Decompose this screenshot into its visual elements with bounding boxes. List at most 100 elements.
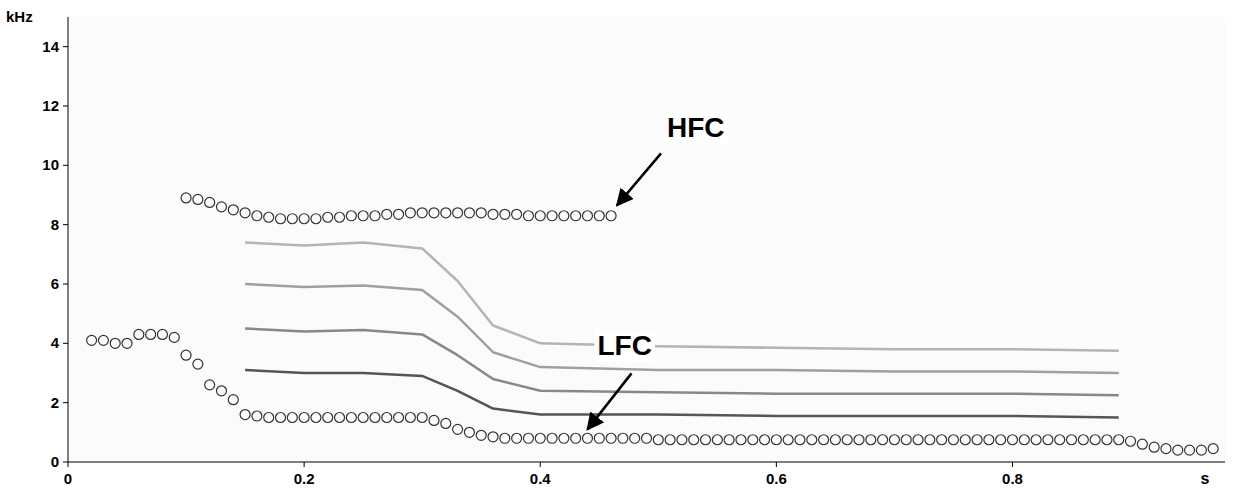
contour-point bbox=[252, 211, 262, 221]
contour-point bbox=[1055, 435, 1065, 445]
contour-point bbox=[122, 338, 132, 348]
contour-point bbox=[913, 435, 923, 445]
contour-point bbox=[464, 427, 474, 437]
contour-point bbox=[323, 212, 333, 222]
contour-point bbox=[228, 395, 238, 405]
contour-point bbox=[559, 211, 569, 221]
contour-point bbox=[642, 433, 652, 443]
contour-point bbox=[157, 329, 167, 339]
x-tick bbox=[304, 462, 305, 467]
contour-point bbox=[311, 413, 321, 423]
contour-point bbox=[854, 435, 864, 445]
contour-point bbox=[760, 435, 770, 445]
contour-point bbox=[287, 413, 297, 423]
contour-point bbox=[216, 202, 226, 212]
y-tick bbox=[63, 284, 68, 285]
contour-point bbox=[925, 435, 935, 445]
contour-point bbox=[1161, 444, 1171, 454]
contour-point bbox=[736, 435, 746, 445]
contour-point bbox=[878, 435, 888, 445]
contour-point bbox=[299, 214, 309, 224]
contour-point bbox=[488, 432, 498, 442]
contour-point bbox=[630, 433, 640, 443]
contour-point bbox=[1126, 436, 1136, 446]
contour-point bbox=[1208, 444, 1218, 454]
x-tick-label: 0 bbox=[64, 470, 72, 487]
contour-point bbox=[358, 211, 368, 221]
chart: 0246810121400.20.40.60.8kHzsHFCLFC bbox=[0, 0, 1239, 495]
contour-point bbox=[1102, 435, 1112, 445]
x-tick-label: 0.2 bbox=[294, 470, 315, 487]
contour-point bbox=[559, 433, 569, 443]
y-axis-title: kHz bbox=[6, 8, 33, 25]
contour-point bbox=[453, 208, 463, 218]
contour-point bbox=[358, 413, 368, 423]
contour-point bbox=[830, 435, 840, 445]
contour-point bbox=[937, 435, 947, 445]
contour-point bbox=[606, 433, 616, 443]
contour-point bbox=[889, 435, 899, 445]
contour-point bbox=[523, 433, 533, 443]
contour-point bbox=[441, 418, 451, 428]
data-layer bbox=[87, 193, 1219, 455]
contour-point bbox=[181, 193, 191, 203]
contour-point bbox=[335, 413, 345, 423]
harmonic-line bbox=[245, 284, 1119, 373]
contour-point bbox=[783, 435, 793, 445]
x-tick bbox=[68, 462, 69, 467]
contour-point bbox=[1078, 435, 1088, 445]
y-tick bbox=[63, 402, 68, 403]
harmonic-line bbox=[245, 242, 1119, 350]
contour-point bbox=[771, 435, 781, 445]
contour-point bbox=[240, 208, 250, 218]
contour-point bbox=[382, 209, 392, 219]
plot-background bbox=[68, 17, 1225, 462]
y-axis-line bbox=[68, 17, 69, 462]
contour-point bbox=[370, 211, 380, 221]
x-tick-label: 0.8 bbox=[1002, 470, 1023, 487]
contour-point bbox=[264, 413, 274, 423]
contour-point bbox=[712, 435, 722, 445]
contour-point bbox=[972, 435, 982, 445]
contour-point bbox=[512, 433, 522, 443]
contour-point bbox=[276, 214, 286, 224]
y-tick-label: 12 bbox=[42, 97, 59, 114]
contour-point bbox=[98, 335, 108, 345]
contour-point bbox=[677, 435, 687, 445]
contour-point bbox=[476, 430, 486, 440]
contour-point bbox=[523, 211, 533, 221]
y-tick bbox=[63, 165, 68, 166]
contour-point bbox=[311, 214, 321, 224]
contour-point bbox=[653, 435, 663, 445]
contour-point bbox=[948, 435, 958, 445]
contour-point bbox=[205, 197, 215, 207]
contour-point bbox=[535, 433, 545, 443]
contour-point bbox=[87, 335, 97, 345]
contour-point bbox=[146, 329, 156, 339]
contour-point bbox=[594, 211, 604, 221]
y-tick bbox=[63, 106, 68, 107]
contour-point bbox=[1185, 445, 1195, 455]
contour-point bbox=[193, 194, 203, 204]
contour-point bbox=[582, 211, 592, 221]
x-tick bbox=[1012, 462, 1013, 467]
contour-point bbox=[1173, 445, 1183, 455]
y-tick bbox=[63, 343, 68, 344]
x-axis-line bbox=[68, 462, 1225, 463]
y-tick-label: 4 bbox=[51, 334, 60, 351]
contour-point bbox=[181, 350, 191, 360]
contour-point bbox=[960, 435, 970, 445]
contour-point bbox=[618, 433, 628, 443]
contour-point bbox=[795, 435, 805, 445]
contour-point bbox=[488, 209, 498, 219]
y-tick-label: 10 bbox=[42, 156, 59, 173]
contour-point bbox=[1019, 435, 1029, 445]
harmonic-line bbox=[245, 329, 1119, 396]
contour-point bbox=[547, 433, 557, 443]
contour-point bbox=[299, 413, 309, 423]
contour-point bbox=[110, 338, 120, 348]
contour-point bbox=[287, 214, 297, 224]
y-tick-label: 14 bbox=[42, 38, 59, 55]
contour-point bbox=[1067, 435, 1077, 445]
contour-point bbox=[1137, 439, 1147, 449]
